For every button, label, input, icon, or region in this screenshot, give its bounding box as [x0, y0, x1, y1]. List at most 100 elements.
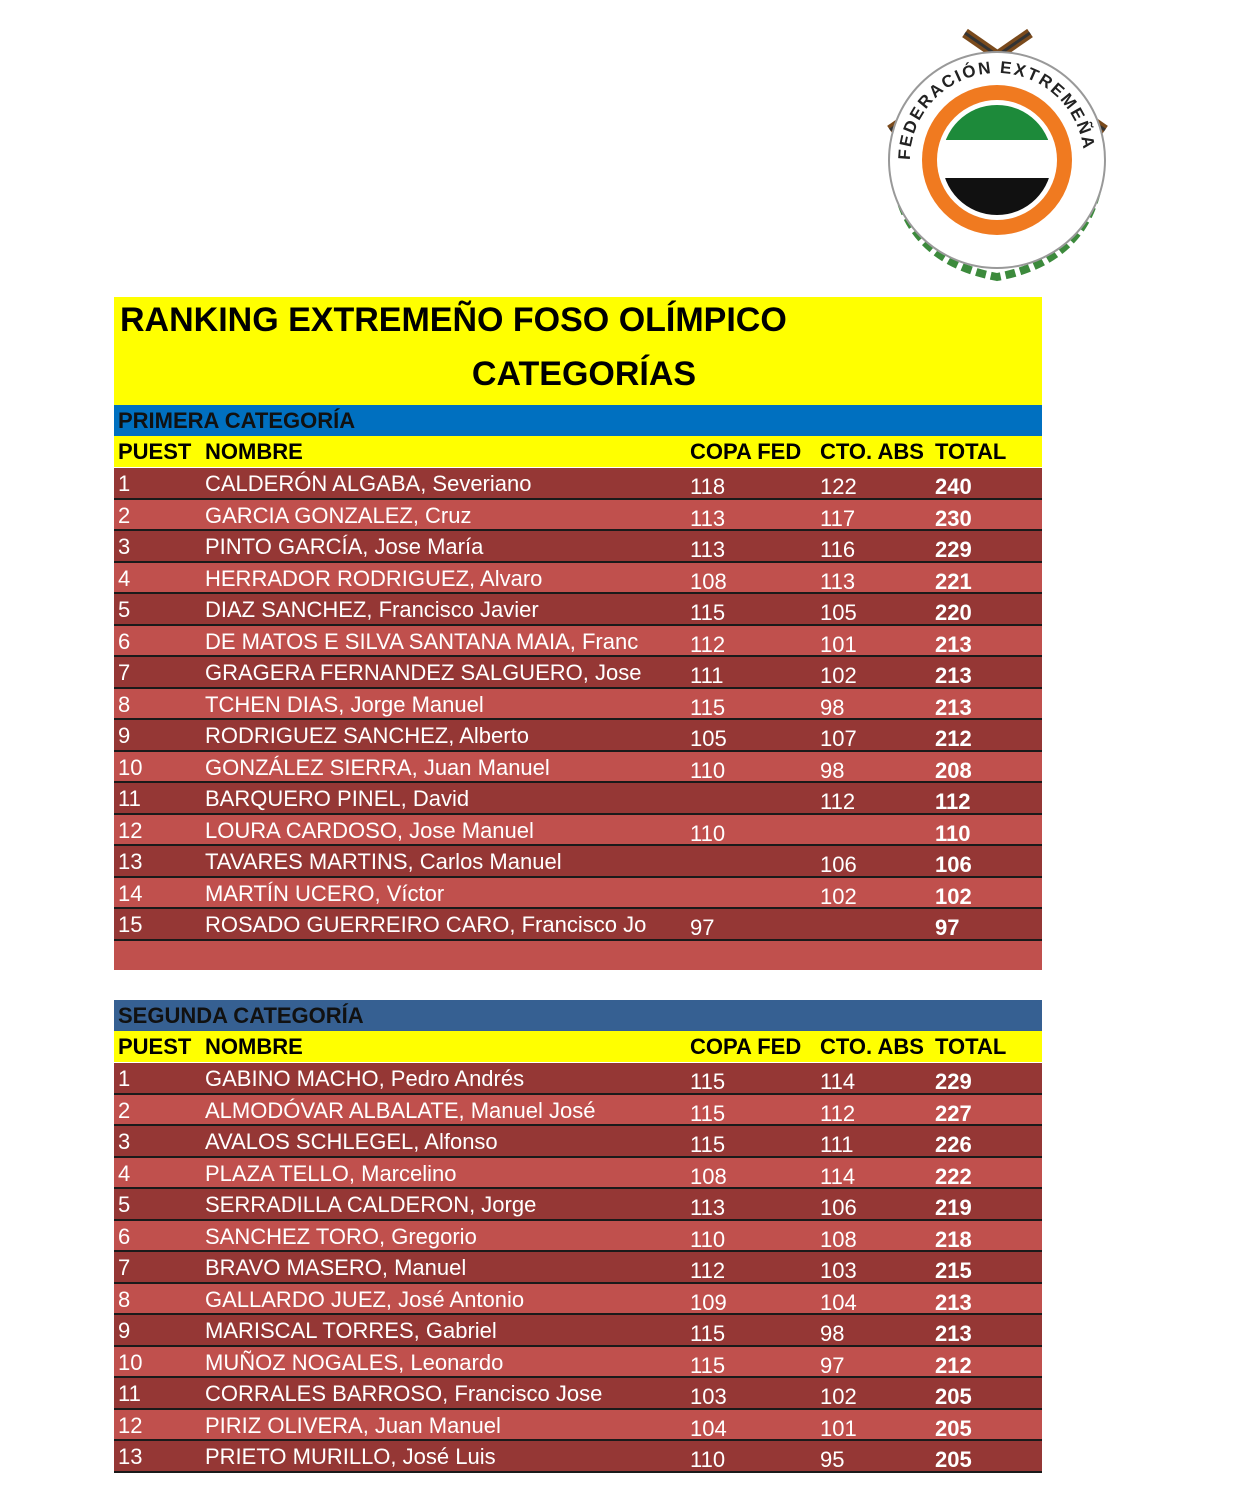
table-cell: MARTÍN UCERO, Víctor	[205, 880, 445, 906]
table-cell: 110	[690, 1226, 726, 1252]
column-header: PUEST NOMBRE COPA FED CTO. ABS TOTAL	[114, 436, 1042, 467]
table-row: 7 BRAVO MASERO, Manuel 112 103 215	[114, 1252, 1042, 1284]
table-cell: 213	[935, 631, 972, 657]
table-cell: 2	[118, 1097, 131, 1123]
table-cell: 3	[118, 1129, 131, 1154]
column-label: COPA FED	[690, 1034, 802, 1059]
table-cell: 116	[820, 537, 856, 562]
table-cell: 95	[820, 1447, 845, 1472]
table-row: 12 PIRIZ OLIVERA, Juan Manuel 104 101 205	[114, 1409, 1042, 1441]
column-label: TOTAL	[935, 1034, 1007, 1059]
table-row: 9 MARISCAL TORRES, Gabriel 115 98 213	[114, 1315, 1042, 1347]
table-cell: 213	[935, 1289, 972, 1315]
table-row: 1 GABINO MACHO, Pedro Andrés 115 114 229	[114, 1063, 1042, 1095]
table-cell	[690, 881, 818, 911]
table-cell: 5	[118, 597, 131, 622]
table-cell: 113	[690, 505, 726, 531]
table-cell: GALLARDO JUEZ, José Antonio	[205, 1286, 525, 1312]
table-cell: 115	[690, 1100, 726, 1126]
table-cell: PLAZA TELLO, Marcelino	[205, 1160, 457, 1186]
table-cell: GARCIA GONZALEZ, Cruz	[205, 502, 472, 528]
table-cell: ALMODÓVAR ALBALATE, Manuel José	[205, 1097, 596, 1123]
table-cell: 4	[118, 1160, 131, 1186]
title-line: RANKING EXTREMEÑO FOSO OLÍMPICO	[120, 301, 787, 339]
table-cell: 219	[935, 1195, 972, 1220]
table-row: 2 GARCIA GONZALEZ, Cruz 113 117 230	[114, 499, 1042, 531]
table-row: 11 BARQUERO PINEL, David 112 112	[114, 783, 1042, 815]
column-label: CTO. ABS	[820, 1034, 924, 1059]
table-row: 7 GRAGERA FERNANDEZ SALGUERO, Jose 111 102 2…	[114, 657, 1042, 689]
table-cell: 110	[690, 757, 726, 783]
table-row: 4 HERRADOR RODRIGUEZ, Alvaro 108 113 221	[114, 562, 1042, 594]
table-cell: 8	[118, 691, 131, 717]
table-cell: 115	[690, 694, 726, 720]
table-cell: 9	[118, 1318, 131, 1343]
table-cell: 101	[820, 1415, 857, 1441]
table-cell: 205	[935, 1447, 972, 1472]
table-cell: 6	[118, 1223, 131, 1249]
table-cell: HERRADOR RODRIGUEZ, Alvaro	[205, 565, 543, 591]
table-cell: 7	[118, 1255, 131, 1280]
empty-row	[114, 940, 1042, 970]
table-cell: 110	[690, 1447, 726, 1472]
table-cell: 112	[690, 631, 726, 657]
table-cell: 113	[690, 537, 726, 562]
section-title: PRIMERA CATEGORÍA	[118, 408, 356, 433]
table-cell: 102	[820, 663, 857, 688]
table-cell: 15	[118, 912, 143, 937]
table-cell: 107	[820, 726, 857, 751]
table-cell: 108	[820, 1226, 857, 1252]
table-cell: 102	[935, 883, 972, 909]
title-block: RANKING EXTREMEÑO FOSO OLÍMPICO CATEGORÍ…	[114, 297, 1042, 405]
table-cell: 220	[935, 600, 972, 625]
table-cell: 6	[118, 628, 131, 654]
table-cell: 205	[935, 1384, 972, 1409]
title-line: CATEGORÍAS	[471, 355, 697, 393]
table-cell: 117	[820, 505, 856, 531]
column-label: PUEST	[118, 439, 192, 464]
logo: FEDERACIÓN EXTREMEÑA DE TIRO OLÍMPICO	[875, 25, 1108, 282]
table-cell: 13	[118, 849, 143, 874]
table-cell: 230	[935, 505, 972, 531]
table-cell: 98	[820, 1321, 845, 1346]
table-cell: 112	[935, 789, 971, 814]
table-cell: 221	[935, 568, 972, 594]
table-cell: SERRADILLA CALDERON, Jorge	[205, 1192, 537, 1217]
table-cell: PIRIZ OLIVERA, Juan Manuel	[205, 1412, 501, 1438]
table-cell: 108	[690, 1163, 727, 1189]
column-label: NOMBRE	[205, 1034, 303, 1059]
table-cell: CALDERÓN ALGABA, Severiano	[205, 471, 532, 496]
table-row: 9 RODRIGUEZ SANCHEZ, Alberto 105 107 212	[114, 720, 1042, 752]
table-cell: BRAVO MASERO, Manuel	[205, 1255, 467, 1280]
table-cell: 5	[118, 1192, 131, 1217]
table-cell: 115	[690, 1132, 726, 1157]
table-cell: MUÑOZ NOGALES, Leonardo	[205, 1349, 504, 1375]
table-cell: 205	[935, 1415, 972, 1441]
table-cell: 213	[935, 663, 972, 688]
column-label: CTO. ABS	[820, 439, 924, 464]
table-cell	[690, 786, 818, 816]
column-label: PUEST	[118, 1034, 192, 1059]
table-cell: 104	[690, 1415, 727, 1441]
table-cell: 114	[820, 1163, 856, 1189]
section-title: SEGUNDA CATEGORÍA	[118, 1003, 364, 1028]
table-cell: 115	[690, 1321, 726, 1346]
table-cell: 218	[935, 1226, 972, 1252]
table-cell: AVALOS SCHLEGEL, Alfonso	[205, 1129, 498, 1154]
table-cell	[820, 912, 933, 942]
table-cell: 112	[820, 1100, 856, 1126]
table-cell: 2	[118, 502, 131, 528]
table-cell: 9	[118, 723, 131, 748]
table-row: 3 AVALOS SCHLEGEL, Alfonso 115 111 226	[114, 1126, 1042, 1158]
table-cell: 208	[935, 757, 972, 783]
table-row: 14 MARTÍN UCERO, Víctor 102 102	[114, 877, 1042, 911]
table-cell: 110	[935, 820, 971, 846]
table-cell: 229	[935, 1069, 972, 1094]
table-row: 8 TCHEN DIAS, Jorge Manuel 115 98 213	[114, 688, 1042, 720]
table-cell: 118	[690, 474, 726, 499]
table-cell: 97	[690, 915, 715, 940]
table-cell: RODRIGUEZ SANCHEZ, Alberto	[205, 723, 529, 748]
table-cell: LOURA CARDOSO, Jose Manuel	[205, 817, 534, 843]
table-cell: 105	[690, 726, 727, 751]
